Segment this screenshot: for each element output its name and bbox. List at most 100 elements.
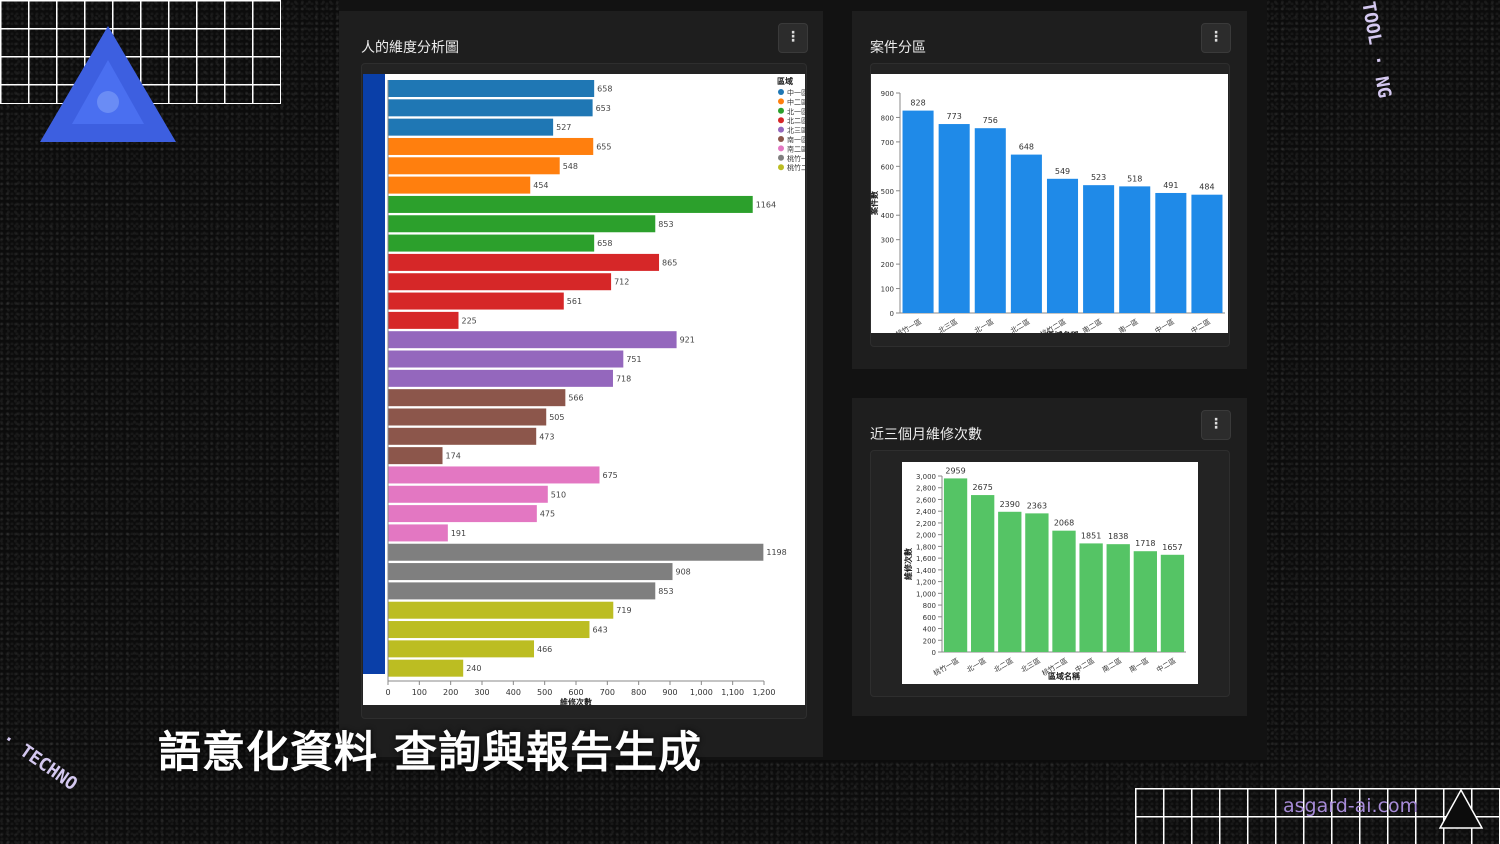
legend-swatch — [778, 136, 784, 142]
x-tick-label: 400 — [506, 688, 521, 697]
legend-swatch — [778, 117, 784, 124]
x-axis-title: 區域名稱 — [1048, 671, 1080, 681]
bar — [1083, 185, 1115, 313]
dashboard-window: 人的維度分析圖 ⋮ 658 653 527 655 548 454 1164 853 658 86… — [339, 0, 1267, 760]
y-tick-label: 800 — [923, 602, 936, 610]
y-tick-label: 2,800 — [916, 485, 936, 493]
bar-label: 2959 — [945, 466, 965, 475]
y-axis-title: 案件數 — [871, 191, 879, 216]
legend-label: 北二區 — [787, 117, 805, 125]
panel-menu-button[interactable]: ⋮ — [1201, 410, 1231, 440]
panel-cases: 案件分區 ⋮ 0 100 200 300 400 500 600 700 800 900 828 桃竹… — [852, 11, 1247, 369]
bar-label: 240 — [466, 664, 481, 673]
x-tick-label: 南一區 — [1117, 317, 1140, 333]
x-tick-label: 700 — [600, 688, 615, 697]
chart-canvas: 0 200 400 600 800 1,000 1,200 1,400 1,600 1,800 2,… — [902, 462, 1198, 684]
bar — [971, 495, 995, 652]
panel-menu-button[interactable]: ⋮ — [778, 23, 808, 53]
x-tick-label: 中二區 — [1155, 656, 1178, 674]
legend-swatch — [778, 145, 784, 152]
x-tick-label: 北二區 — [1009, 318, 1031, 333]
deco-tech-text: · TECHNO — [0, 728, 82, 795]
x-tick-label: 300 — [474, 688, 489, 697]
bar — [943, 478, 968, 652]
bar — [388, 273, 612, 291]
bar-label: 1838 — [1108, 532, 1128, 541]
y-tick-label: 200 — [923, 637, 936, 645]
bar — [388, 215, 656, 233]
bar — [1119, 186, 1151, 313]
y-tick-label: 1,400 — [916, 567, 936, 575]
bar-label: 491 — [1163, 181, 1178, 190]
x-tick-label: 100 — [412, 688, 427, 697]
bar — [998, 511, 1022, 652]
bar-label: 527 — [556, 123, 571, 132]
bar — [388, 118, 554, 136]
bar-label: 773 — [947, 112, 962, 121]
bar-label: 1851 — [1081, 531, 1101, 540]
bar-label: 648 — [1019, 143, 1034, 152]
bar-label: 174 — [446, 452, 461, 461]
bar-label: 1657 — [1162, 543, 1182, 552]
x-tick-label: 桃竹一區 — [894, 317, 923, 333]
bar-label: 751 — [626, 355, 641, 364]
x-tick-label: 600 — [568, 688, 583, 697]
y-tick-label: 600 — [881, 163, 894, 171]
bar-label: 921 — [680, 336, 695, 345]
bar-label: 658 — [597, 85, 612, 94]
scrollbar-track — [359, 74, 385, 674]
bar-label: 473 — [539, 432, 554, 441]
legend-label: 北三區 — [787, 127, 805, 135]
bar-label: 1164 — [756, 200, 776, 209]
legend-label: 北一區 — [787, 108, 805, 116]
repairs-bar-chart: 0 200 400 600 800 1,000 1,200 1,400 1,600 1,800 2,… — [903, 466, 1186, 681]
bar-label: 908 — [676, 568, 691, 577]
legend-label: 桃竹二 — [787, 163, 805, 172]
bar — [388, 485, 548, 503]
bar — [388, 563, 673, 581]
bar-label: 853 — [658, 587, 673, 596]
x-tick-label: 中一區 — [1153, 317, 1176, 333]
panel-menu-button[interactable]: ⋮ — [1201, 23, 1231, 53]
y-tick-label: 200 — [881, 261, 894, 269]
bar-label: 828 — [910, 99, 925, 108]
bar-label: 2068 — [1054, 519, 1074, 528]
bar-label: 719 — [616, 606, 631, 615]
bar-label: 566 — [568, 394, 583, 403]
bar — [1046, 178, 1079, 313]
bar-label: 510 — [551, 490, 566, 499]
chart-canvas: 0 100 200 300 400 500 600 700 800 900 828 桃竹一區 773 北三… — [869, 74, 1228, 340]
bar — [388, 234, 595, 252]
dimension-bar-chart: 658 653 527 655 548 454 1164 853 658 865 712 561 225… — [359, 74, 808, 707]
bar — [1010, 154, 1042, 313]
bar-label: 658 — [597, 239, 612, 248]
y-axis-title: 維修次數 — [903, 548, 913, 580]
legend-swatch — [778, 126, 784, 133]
bar-label: 505 — [549, 413, 564, 422]
x-tick-label: 1,200 — [753, 688, 776, 697]
chart-canvas: 658 653 527 655 548 454 1164 853 658 865 712 561 225… — [359, 74, 808, 707]
x-tick-label: 900 — [662, 688, 677, 697]
bar — [388, 427, 537, 445]
legend-swatch — [778, 107, 784, 114]
bar — [388, 195, 753, 213]
bar — [388, 447, 443, 465]
legend-label: 中二區 — [787, 97, 805, 106]
bar-label: 655 — [596, 142, 611, 151]
y-tick-label: 2,000 — [916, 532, 936, 540]
legend-swatch — [778, 98, 784, 105]
panel-title: 近三個月維修次數 — [870, 427, 982, 443]
x-tick-label: 北三區 — [1020, 657, 1042, 674]
site-link[interactable]: asgard-ai.com — [1283, 795, 1419, 817]
legend-swatch — [778, 89, 784, 95]
legend-label: 南一區 — [787, 135, 805, 144]
y-tick-label: 700 — [881, 139, 894, 147]
legend-swatch — [778, 164, 784, 171]
bar-label: 712 — [614, 278, 629, 287]
y-tick-label: 1,600 — [916, 555, 936, 563]
bar-label: 2675 — [972, 483, 992, 492]
bar — [1191, 194, 1223, 313]
x-tick-label: 南二區 — [1081, 317, 1104, 333]
triangle-outline-icon — [1438, 788, 1484, 829]
bar-label: 475 — [540, 510, 555, 519]
